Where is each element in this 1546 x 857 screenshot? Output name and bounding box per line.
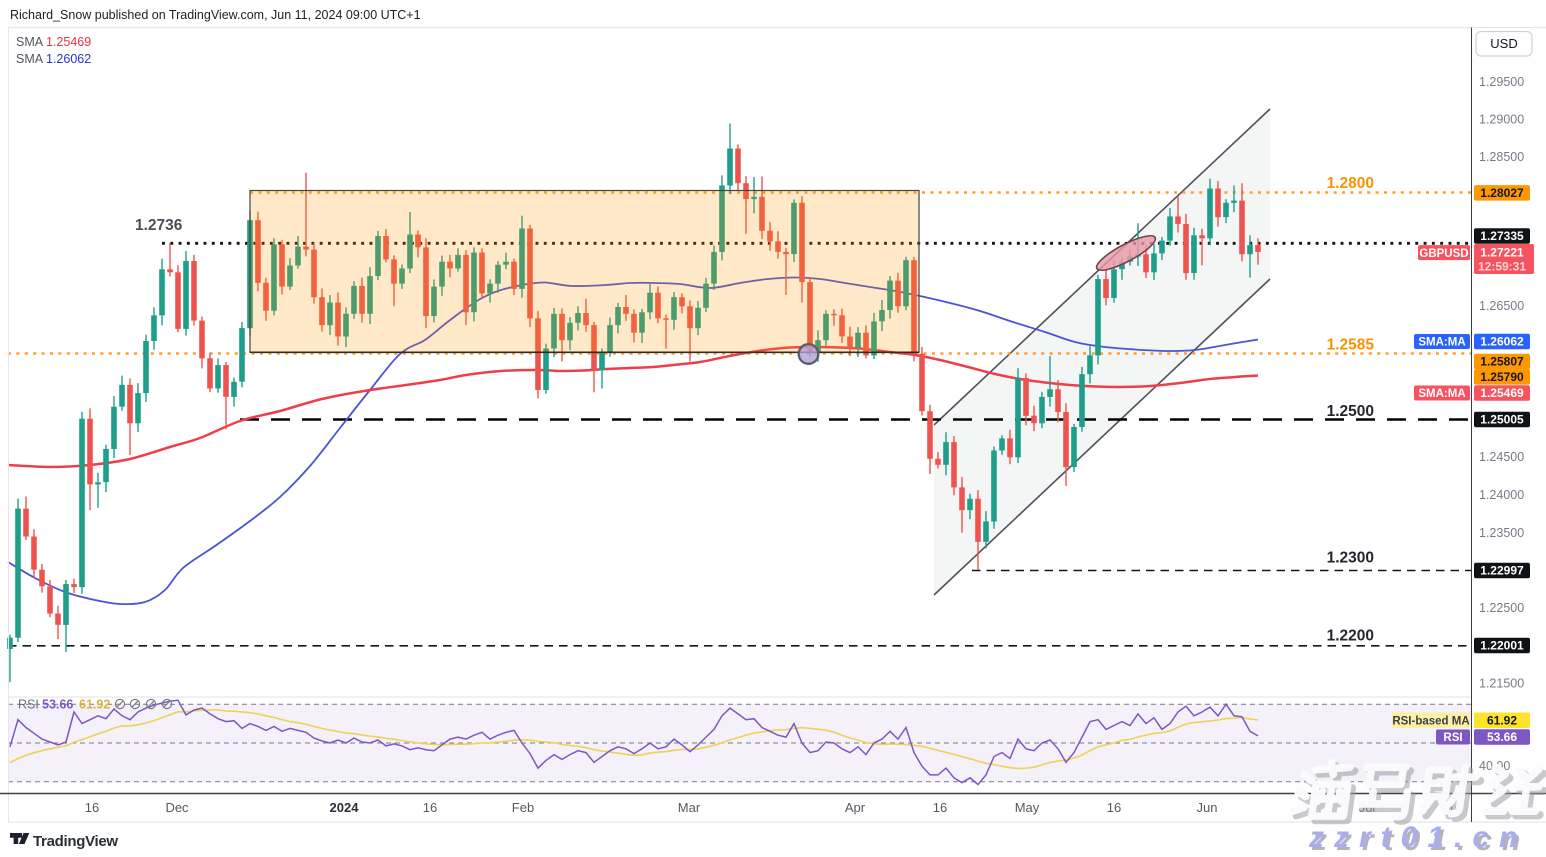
svg-text:SMA: SMA — [16, 35, 44, 49]
svg-text:53.66: 53.66 — [42, 698, 73, 712]
svg-text:1.21500: 1.21500 — [1479, 677, 1524, 691]
svg-text:1.25005: 1.25005 — [1480, 413, 1524, 427]
svg-text:1.23500: 1.23500 — [1479, 526, 1524, 540]
svg-text:16: 16 — [1107, 800, 1121, 815]
svg-text:SMA:MA: SMA:MA — [1418, 388, 1465, 400]
svg-text:1.2736: 1.2736 — [135, 217, 183, 234]
svg-text:53.66: 53.66 — [1487, 730, 1517, 744]
svg-text:1.25469: 1.25469 — [1480, 386, 1524, 400]
svg-text:Mar: Mar — [678, 800, 701, 815]
svg-text:RSI: RSI — [18, 698, 39, 712]
svg-text:SMA:MA: SMA:MA — [1418, 337, 1465, 349]
svg-text:May: May — [1015, 800, 1040, 815]
svg-text:1.25469: 1.25469 — [46, 35, 91, 49]
svg-text:USD: USD — [1490, 36, 1517, 51]
svg-text:zzrt01.cn: zzrt01.cn — [1311, 824, 1530, 857]
svg-text:Dec: Dec — [165, 800, 189, 815]
svg-text:Feb: Feb — [512, 800, 534, 815]
svg-text:1.2800: 1.2800 — [1327, 175, 1374, 192]
svg-text:61.92: 61.92 — [79, 698, 110, 712]
svg-text:Apr: Apr — [845, 800, 866, 815]
svg-text:RSI: RSI — [1443, 732, 1462, 744]
svg-text:1.25807: 1.25807 — [1480, 355, 1524, 369]
svg-text:1.2500: 1.2500 — [1327, 403, 1374, 420]
svg-text:GBPUSD: GBPUSD — [1419, 248, 1468, 260]
svg-text:TradingView: TradingView — [33, 833, 118, 850]
svg-text:1.28500: 1.28500 — [1479, 150, 1524, 164]
svg-text:Jun: Jun — [1197, 800, 1218, 815]
svg-text:Richard_Snow published on Trad: Richard_Snow published on TradingView.co… — [10, 8, 421, 22]
svg-text:zzrt01.cn: zzrt01.cn — [1308, 821, 1527, 854]
svg-text:RSI-based MA: RSI-based MA — [1392, 716, 1469, 728]
svg-text:1.2200: 1.2200 — [1327, 628, 1374, 645]
svg-text:61.92: 61.92 — [1487, 714, 1517, 728]
svg-text:1.2585: 1.2585 — [1327, 337, 1375, 354]
svg-text:2024: 2024 — [330, 800, 360, 815]
svg-text:1.2300: 1.2300 — [1327, 550, 1374, 567]
svg-text:1.22001: 1.22001 — [1480, 639, 1524, 653]
svg-text:12:59:31: 12:59:31 — [1478, 260, 1526, 274]
svg-text:1.28027: 1.28027 — [1480, 186, 1524, 200]
svg-text:1.27221: 1.27221 — [1480, 246, 1524, 260]
svg-text:SMA: SMA — [16, 52, 44, 66]
svg-text:16: 16 — [423, 800, 437, 815]
svg-text:16: 16 — [933, 800, 947, 815]
svg-text:1.26062: 1.26062 — [1480, 335, 1524, 349]
svg-text:1.26062: 1.26062 — [46, 52, 91, 66]
svg-text:1.29000: 1.29000 — [1479, 113, 1524, 127]
svg-text:1.25790: 1.25790 — [1480, 370, 1524, 384]
svg-text:1.29500: 1.29500 — [1479, 75, 1524, 89]
svg-text:1.22500: 1.22500 — [1479, 601, 1524, 615]
svg-text:1.27335: 1.27335 — [1480, 229, 1524, 243]
svg-text:1.24000: 1.24000 — [1479, 488, 1524, 502]
svg-text:1.24500: 1.24500 — [1479, 450, 1524, 464]
svg-text:1.22997: 1.22997 — [1480, 564, 1524, 578]
svg-text:1.26500: 1.26500 — [1479, 299, 1524, 313]
svg-text:16: 16 — [85, 800, 99, 815]
